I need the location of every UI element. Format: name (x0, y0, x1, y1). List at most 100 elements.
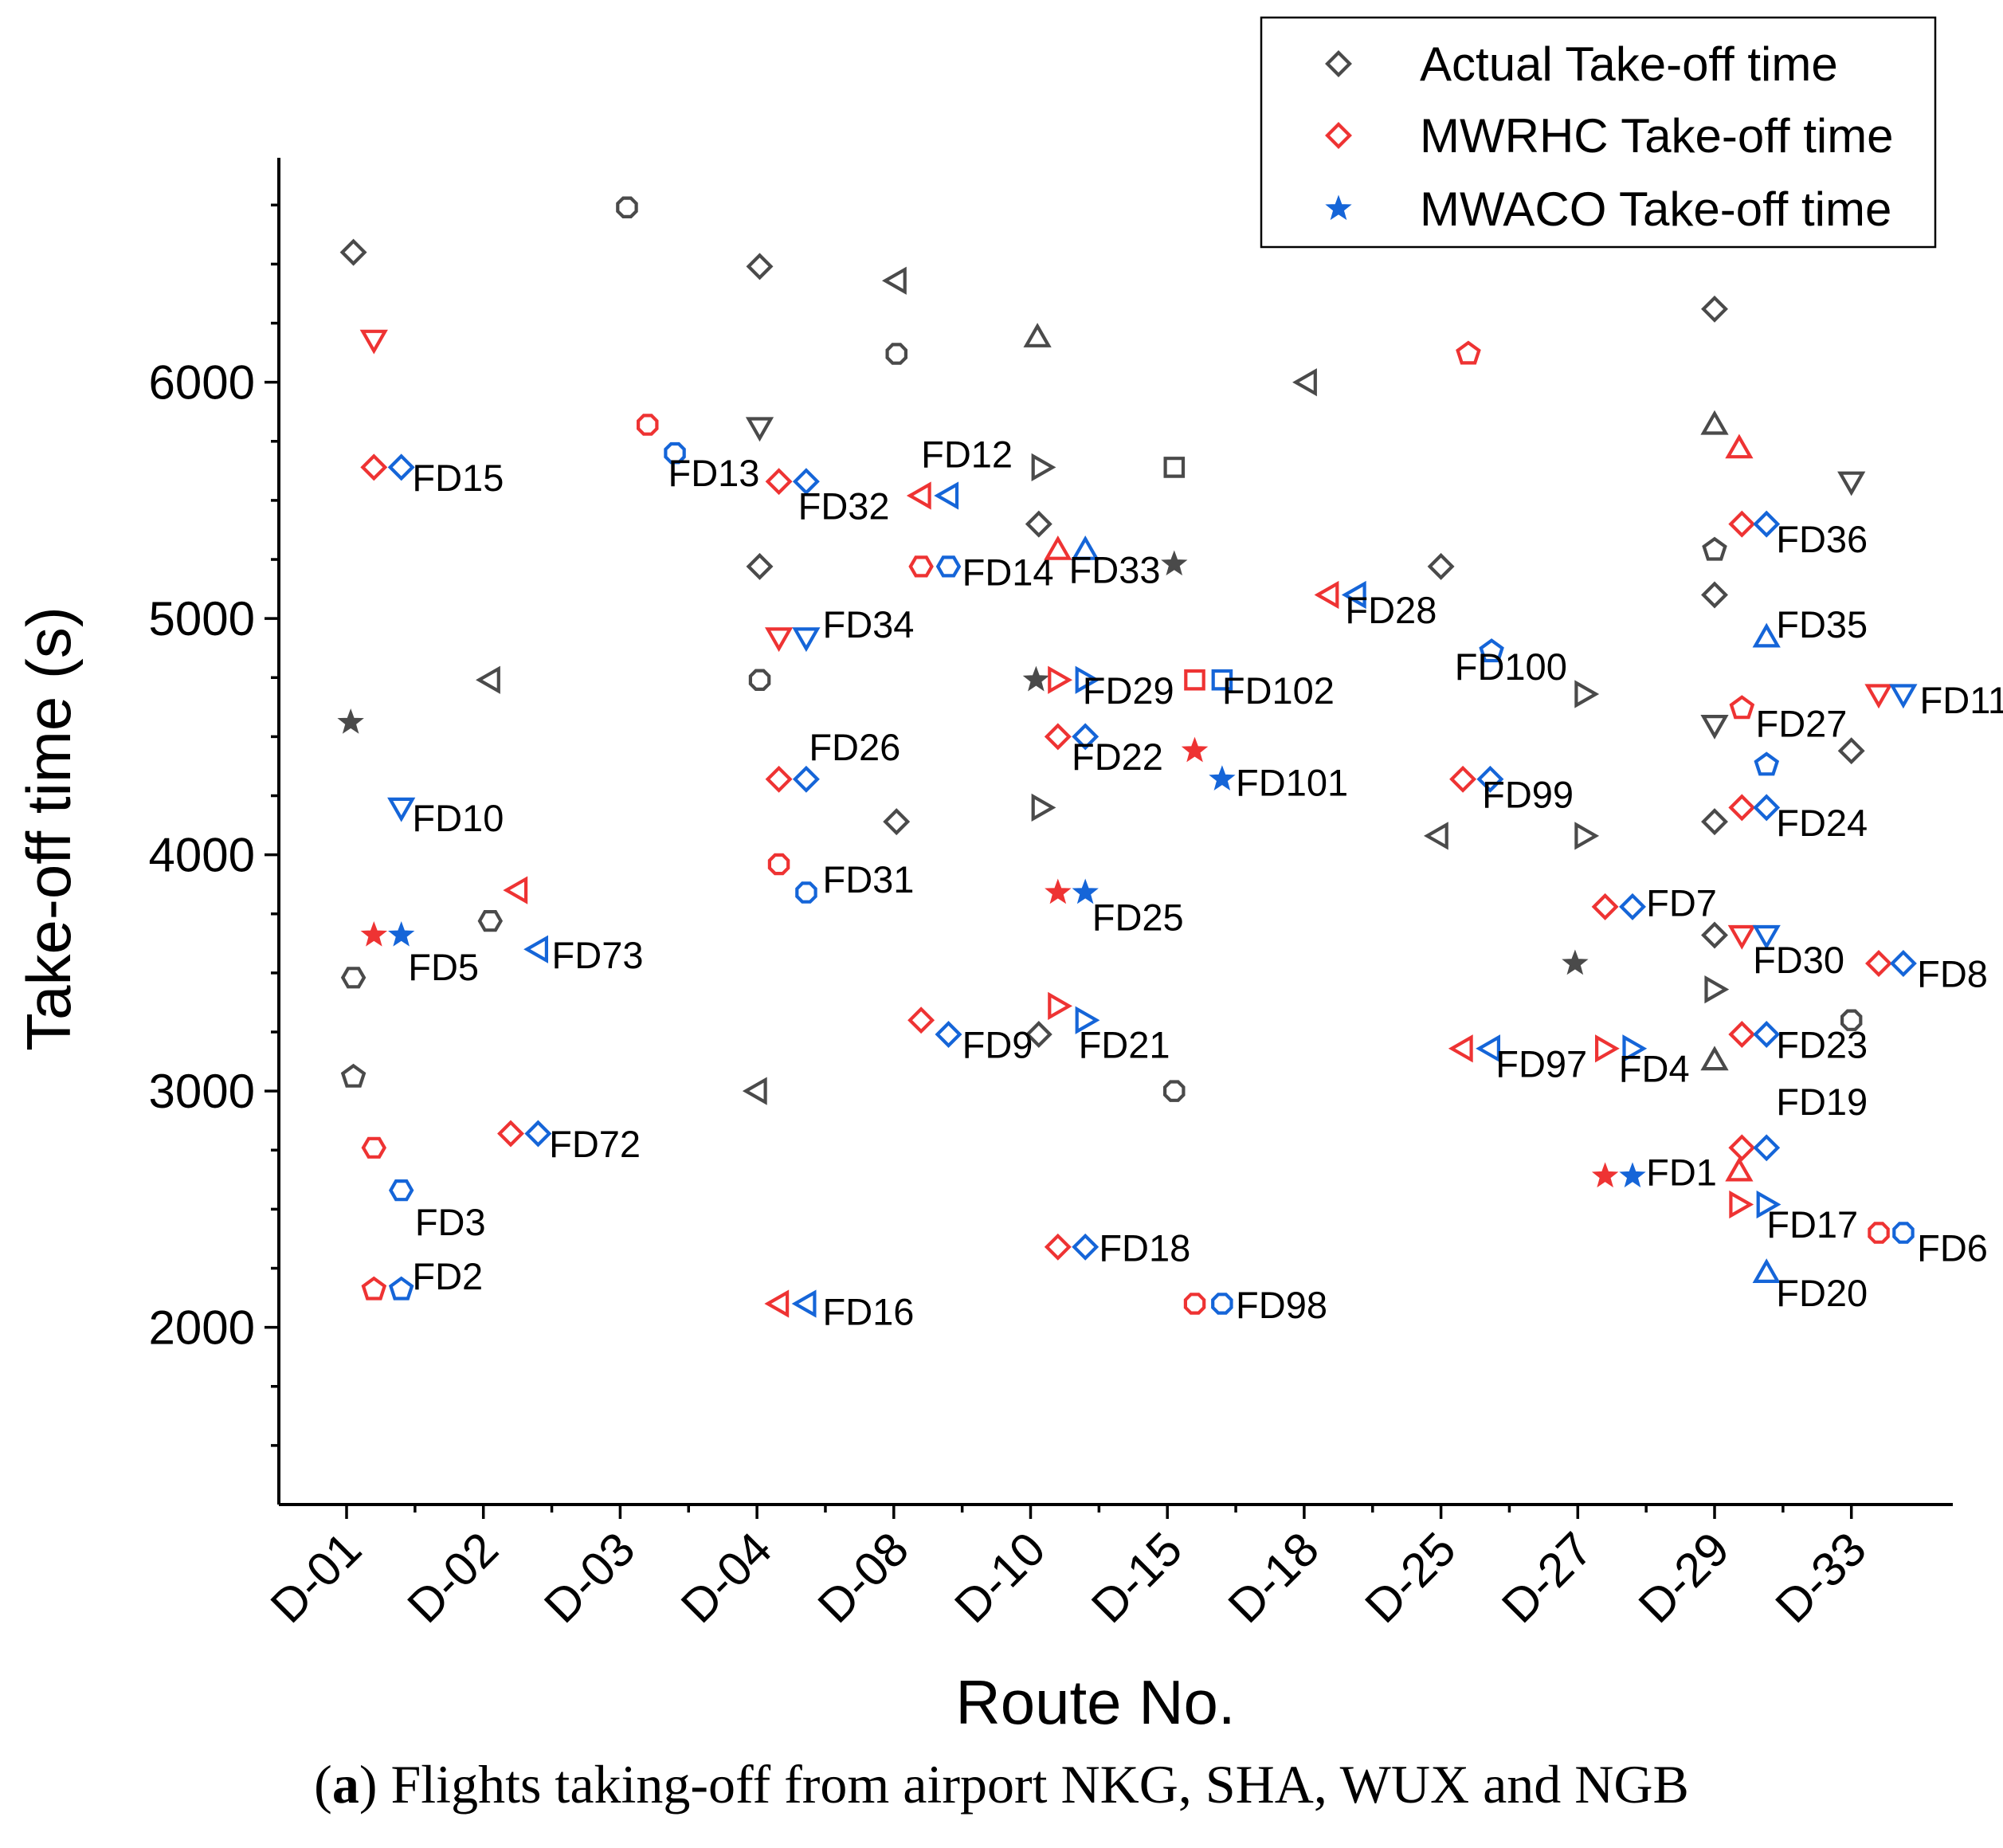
actual-point (340, 967, 366, 989)
mwrhc-point (1183, 1293, 1206, 1315)
flight-fd13: FD13 (636, 414, 759, 494)
flight-label: FD3 (415, 1201, 486, 1243)
mwrhc-point (1181, 736, 1209, 763)
actual-point (1025, 510, 1052, 538)
mwrhc-point (361, 1136, 387, 1159)
flight-fd8: FD8 (1865, 950, 1988, 995)
flight-label: FD9 (962, 1024, 1033, 1066)
flight-fd28: FD28 (1314, 580, 1437, 631)
actual-point (746, 253, 774, 281)
mwaco-point (1479, 638, 1504, 663)
flight-fd99: FD99 (1449, 765, 1574, 815)
y-tick-label: 2000 (149, 1301, 255, 1355)
actual-point (1023, 323, 1052, 347)
mwaco-point (1476, 765, 1504, 793)
mwrhc-point (1725, 434, 1754, 459)
mwaco-point (387, 797, 416, 822)
mwaco-point (791, 1289, 817, 1318)
actual-point (476, 665, 500, 694)
actual-point (1292, 368, 1317, 397)
mwrhc-point (636, 414, 659, 436)
mwrhc-point (1728, 1021, 1756, 1048)
mwaco-point (1619, 893, 1646, 920)
mwaco-point (1753, 1021, 1781, 1048)
actual-point (1700, 714, 1729, 740)
mwrhc-point (1044, 535, 1072, 560)
actual-point (1423, 822, 1448, 850)
flight-label: FD26 (809, 726, 900, 768)
mwaco-point (1752, 924, 1781, 950)
flight-fd25: FD25 (1045, 878, 1184, 939)
mwaco-point (795, 881, 817, 904)
x-tick-label: D-15 (1081, 1522, 1192, 1633)
flight-fd35: FD35 (1725, 434, 1868, 648)
mwrhc-point (359, 329, 388, 355)
x-axis-title: Route No. (955, 1667, 1235, 1737)
actual-point (1574, 822, 1600, 850)
actual-point (1701, 808, 1728, 836)
actual-point (1031, 453, 1056, 482)
flight-label: FD4 (1619, 1047, 1690, 1089)
figure-caption: (a) Flights taking-off from airport NKG,… (0, 1753, 2003, 1816)
x-tick-label: D-08 (808, 1522, 919, 1633)
tick-labels: 2000 3000 4000 5000 6000 D-01 D-02 D-03 D-04 D-08… (149, 356, 1876, 1633)
flight-fd14: FD14 (908, 551, 1054, 594)
flight-fd36: FD36 (1728, 510, 1868, 560)
mwrhc-point (1725, 1156, 1754, 1182)
flight-label: FD35 (1776, 603, 1868, 645)
flight-label: FD72 (549, 1123, 641, 1165)
scatter-chart: 2000 3000 4000 5000 6000 D-01 D-02 D-03 D-04 D-08… (14, 16, 2003, 1737)
mwaco-point (792, 468, 820, 496)
flight-label: FD20 (1776, 1272, 1868, 1314)
flight-label: FD16 (823, 1291, 915, 1333)
x-tick-label: D-01 (261, 1522, 371, 1633)
mwaco-point (1075, 665, 1100, 694)
legend-label-mwaco: MWACO Take-off time (1420, 182, 1891, 236)
flight-label: FD8 (1917, 953, 1988, 995)
legend-marker-mwaco (1325, 194, 1352, 221)
mwaco-point (1211, 1293, 1233, 1315)
mwrhc-point (1728, 510, 1756, 538)
flight-fd29: FD29 (1048, 665, 1174, 712)
legend-label-actual: Actual Take-off time (1420, 37, 1838, 91)
mwrhc-point (1448, 1034, 1473, 1063)
mwrhc-point (1728, 1134, 1756, 1162)
mwaco-point (664, 441, 686, 465)
flight-fd17: FD17 (1729, 1190, 1858, 1246)
legend: Actual Take-off time MWRHC Take-off time M… (1260, 16, 1937, 249)
mwaco-point (1619, 1162, 1646, 1188)
flight-label: FD100 (1455, 645, 1567, 688)
flight-label: FD14 (962, 551, 1054, 594)
flight-label: FD5 (408, 946, 479, 988)
flight-label: FD32 (798, 485, 890, 528)
flight-label: FD28 (1345, 589, 1437, 631)
flight-fd12: FD12 (906, 433, 1013, 510)
actual-point (1031, 793, 1056, 822)
actual-point (1700, 410, 1729, 435)
mwaco-point (523, 935, 549, 963)
actual-point (742, 1077, 767, 1105)
flight-label: FD21 (1079, 1024, 1170, 1066)
flight-label: FD36 (1776, 518, 1868, 560)
flight-fd31: FD31 (767, 853, 914, 904)
flight-fd1: FD1 (1591, 1152, 1717, 1194)
actual-point (883, 808, 911, 836)
flight-fd7: FD7 (1591, 882, 1717, 924)
flight-label: FD99 (1482, 773, 1574, 815)
mwrhc-point (1591, 1162, 1619, 1188)
axes (265, 158, 1953, 1519)
mwaco-point (1892, 1222, 1915, 1244)
mwrhc-point (765, 765, 793, 793)
x-tick-label: D-25 (1354, 1522, 1465, 1633)
flight-fd32: FD32 (765, 468, 890, 528)
mwrhc-point (764, 627, 794, 653)
flight-fd4: FD4 (1594, 1034, 1690, 1089)
x-tick-label: D-02 (398, 1522, 508, 1633)
actual-point (1574, 680, 1600, 708)
actual-point (1163, 457, 1186, 478)
legend-marker-mwrhc (1325, 122, 1352, 149)
actual-point (1704, 975, 1730, 1004)
flight-fd3: FD3 (361, 1136, 486, 1243)
mwaco-point (1209, 765, 1236, 791)
x-tick-label: D-03 (534, 1522, 645, 1633)
